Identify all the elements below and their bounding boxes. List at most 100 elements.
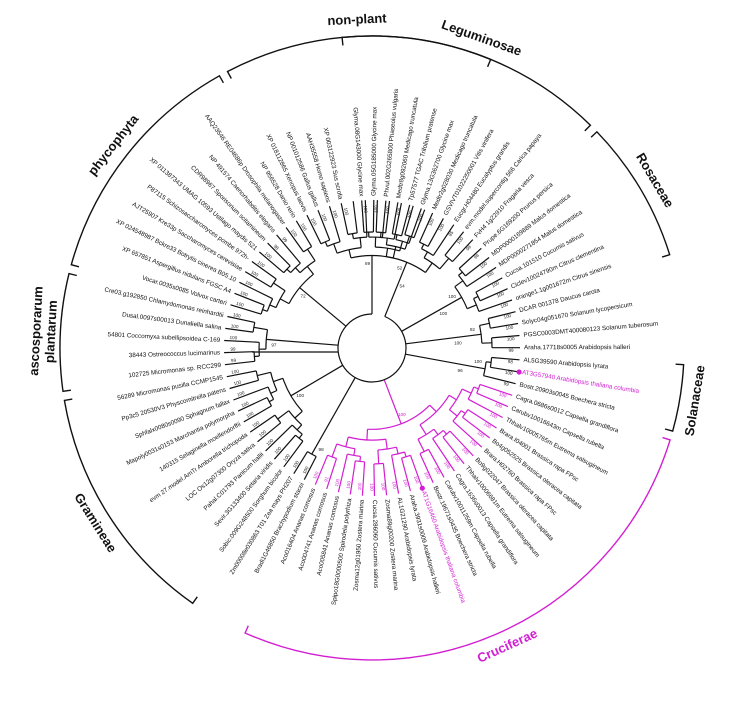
tree-branch [331, 443, 338, 458]
highlight-marker-dot [419, 485, 425, 491]
tree-branch [385, 248, 389, 257]
bootstrap-value: 100 [256, 260, 266, 269]
tree-branch [466, 304, 477, 310]
tree-branch [359, 237, 362, 248]
tree-branch [444, 231, 465, 256]
bootstrap-value: 100 [423, 471, 431, 480]
bootstrap-value: 100 [300, 222, 308, 232]
internal-bootstrap-value: 97 [271, 342, 277, 347]
bootstrap-value: 100 [476, 430, 485, 439]
tree-branch [324, 241, 328, 247]
internal-bootstrap-value: 100 [448, 294, 456, 299]
tree-branch [401, 204, 411, 236]
tree-branch [383, 379, 402, 425]
bootstrap-value: 100 [483, 421, 493, 430]
tree-branch [226, 370, 257, 378]
clade-bracket [664, 363, 685, 432]
tree-branch [385, 200, 391, 233]
tree-branch [306, 266, 314, 275]
tree-branch-arc [270, 372, 278, 391]
clade-label: Solanaceae [681, 364, 707, 437]
bootstrap-value: 100 [479, 261, 488, 270]
bootstrap-value: 100 [385, 205, 391, 214]
tree-branch-arc [253, 351, 256, 362]
tree-branch-arc [327, 241, 341, 247]
bootstrap-value: 100 [491, 280, 501, 288]
leaf-label: Cucsa.286060 Cucumis sativus [371, 500, 379, 588]
bootstrap-value: 100 [485, 270, 495, 279]
bootstrap-value: 100 [374, 205, 379, 213]
tree-branch [237, 396, 268, 412]
bootstrap-value: 100 [231, 323, 240, 329]
tree-branch [454, 280, 464, 288]
tree-branch [478, 299, 513, 312]
tree-branch-arc [475, 291, 481, 302]
bootstrap-value: 100 [290, 228, 299, 238]
tree-branch [475, 277, 503, 293]
tree-branch [229, 379, 259, 390]
tree-branch-arc [386, 244, 406, 250]
leaf-label: PGSC0003DMT400080123 Solanum tuberosum [523, 321, 658, 339]
bootstrap-value: 99 [508, 348, 514, 353]
bootstrap-value: 100 [413, 475, 420, 484]
bootstrap-value: 99 [281, 236, 288, 243]
tree-branch [295, 220, 313, 247]
tree-branch [449, 409, 458, 417]
tree-branch [366, 429, 369, 441]
tree-branch-arc [376, 231, 386, 234]
bootstrap-value: 100 [500, 302, 509, 309]
tree-branch [451, 239, 474, 263]
tree-branch-arc [462, 409, 469, 418]
tree-branch [423, 251, 429, 259]
tree-branch [391, 202, 399, 234]
tree-branch [328, 206, 341, 242]
tree-branch [483, 375, 516, 385]
tree-branch [460, 410, 466, 414]
tree-branch [432, 438, 455, 472]
tree-branch [234, 292, 265, 306]
bootstrap-value: 100 [503, 313, 512, 320]
tree-branch [385, 238, 388, 245]
bootstrap-value: 100 [292, 459, 301, 469]
tree-branch [465, 257, 490, 277]
clade-bracket [590, 130, 671, 258]
bootstrap-value: 100 [332, 210, 339, 219]
tree-branch-arc [350, 254, 394, 259]
tree-branch-arc [489, 357, 493, 368]
tree-branch [349, 460, 356, 495]
bootstrap-value: 100 [312, 470, 320, 479]
tree-branch [279, 298, 290, 305]
bootstrap-value: 100 [496, 291, 505, 299]
tree-branch [409, 455, 423, 488]
bootstrap-value: 100 [380, 483, 386, 492]
clade-label: non-plant [327, 10, 387, 28]
tree-branch [340, 203, 349, 235]
clade-bracket [63, 398, 198, 605]
tree-branch [326, 458, 338, 490]
tree-branch [433, 428, 439, 436]
highlight-marker-dot [516, 369, 522, 375]
tree-branch-arc [458, 274, 468, 287]
bootstrap-value: 100 [343, 207, 350, 216]
tree-branch [466, 266, 497, 288]
tree-branch [311, 377, 356, 455]
tree-branch [303, 456, 317, 480]
leaf-label: Glyma.08G143000 Glycine max [352, 107, 365, 197]
internal-bootstrap-value: 100 [439, 311, 447, 316]
tree-branch [294, 267, 301, 274]
tree-branch [233, 386, 269, 401]
bootstrap-value: 100 [273, 445, 282, 454]
tree-branch [467, 409, 497, 429]
tree-branch-arc [452, 410, 462, 422]
bootstrap-value: 100 [469, 439, 478, 448]
bootstrap-value: 100 [236, 301, 245, 308]
tree-branch [395, 447, 399, 454]
tree-branch [399, 241, 404, 252]
bootstrap-value: 100 [233, 312, 242, 319]
tree-branch [296, 424, 303, 431]
tree-branch [299, 287, 347, 327]
internal-bootstrap-value: 100 [398, 412, 406, 417]
bootstrap-value: 100 [357, 482, 363, 490]
internal-bootstrap-value: 96 [458, 368, 464, 373]
